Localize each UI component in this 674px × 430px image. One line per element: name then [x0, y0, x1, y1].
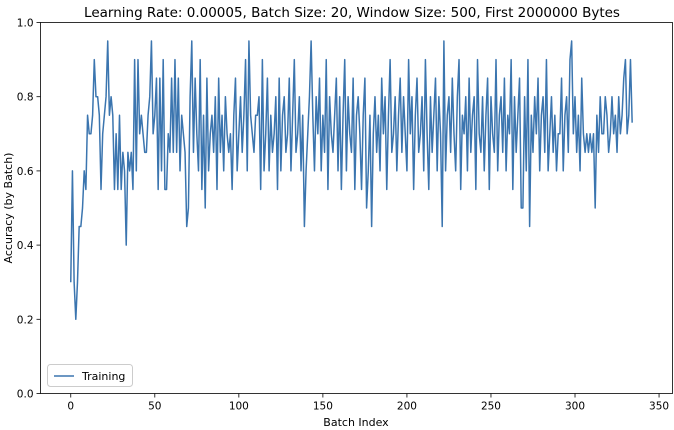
x-axis: 0 50 100 150 200 250 300 350: [67, 393, 669, 413]
x-tick-label: 50: [148, 401, 161, 413]
legend-label-training: Training: [81, 370, 125, 383]
x-tick-label: 350: [649, 401, 669, 413]
x-tick-label: 100: [229, 401, 249, 413]
series-line-training: [70, 40, 633, 321]
y-tick-label: 1.0: [17, 18, 34, 30]
y-axis-label: Accuracy (by Batch): [2, 153, 15, 264]
y-tick-label: 0.4: [17, 240, 34, 252]
x-axis-label: Batch Index: [323, 416, 389, 429]
x-tick-label: 0: [67, 401, 74, 413]
x-tick-label: 250: [481, 401, 501, 413]
x-tick-label: 300: [565, 401, 585, 413]
y-tick-label: 0.8: [17, 92, 34, 104]
y-tick-label: 0.0: [17, 389, 34, 401]
x-tick-label: 150: [313, 401, 333, 413]
y-tick-label: 0.6: [17, 166, 34, 178]
x-tick-label: 200: [397, 401, 417, 413]
chart-title: Learning Rate: 0.00005, Batch Size: 20, …: [84, 5, 620, 21]
legend: Training: [47, 364, 133, 387]
plot-area: [70, 40, 633, 321]
legend-box: [47, 364, 133, 387]
axes-frame: [40, 22, 673, 394]
y-axis: 0.0 0.2 0.4 0.6 0.8 1.0: [17, 18, 41, 401]
y-tick-label: 0.2: [17, 314, 34, 326]
